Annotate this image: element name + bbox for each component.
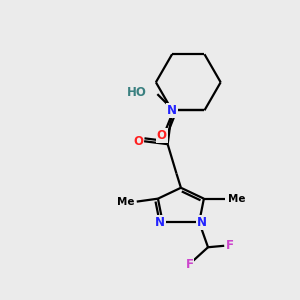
Text: O: O	[133, 135, 143, 148]
Text: Me: Me	[117, 196, 134, 207]
Text: N: N	[196, 216, 206, 229]
Text: F: F	[226, 239, 233, 252]
Text: O: O	[157, 129, 167, 142]
Text: Me: Me	[227, 194, 245, 204]
Text: F: F	[185, 258, 194, 272]
Text: N: N	[167, 104, 177, 117]
Text: HO: HO	[127, 86, 147, 99]
Text: N: N	[155, 216, 165, 229]
